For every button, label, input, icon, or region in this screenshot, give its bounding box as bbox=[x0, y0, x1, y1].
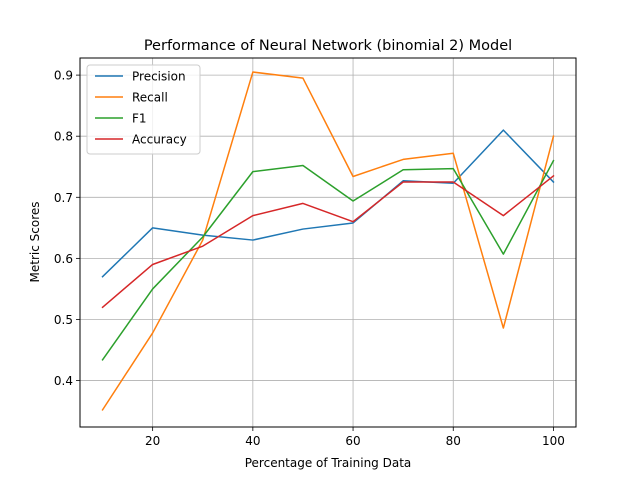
series-line-precision bbox=[101, 129, 555, 278]
x-tick-label: 80 bbox=[446, 434, 461, 448]
y-tick-label: 0.4 bbox=[54, 374, 73, 388]
series-line-f1 bbox=[101, 159, 555, 361]
legend: Precision Recall F1 Accuracy bbox=[86, 64, 201, 155]
y-tick-label: 0.9 bbox=[54, 69, 73, 83]
chart-title: Performance of Neural Network (binomial … bbox=[144, 38, 512, 54]
x-tick-label: 40 bbox=[245, 434, 260, 448]
x-tick-label: 20 bbox=[145, 434, 160, 448]
series-line-accuracy bbox=[101, 174, 555, 309]
x-tick-label: 60 bbox=[345, 434, 360, 448]
legend-box bbox=[86, 64, 201, 155]
legend-label-recall: Recall bbox=[132, 91, 168, 105]
axis-ticks: 20 40 60 80 100 0.4 0.5 0.6 0.7 0.8 0.9 bbox=[54, 69, 565, 448]
series-line-recall bbox=[101, 71, 555, 411]
legend-label-accuracy: Accuracy bbox=[132, 133, 187, 147]
y-tick-label: 0.6 bbox=[54, 252, 73, 266]
series-layer bbox=[101, 71, 555, 411]
legend-label-precision: Precision bbox=[132, 70, 186, 84]
x-axis-label: Percentage of Training Data bbox=[245, 456, 412, 470]
x-tick-label: 100 bbox=[542, 434, 565, 448]
y-tick-label: 0.8 bbox=[54, 130, 73, 144]
y-axis-label: Metric Scores bbox=[28, 202, 42, 283]
y-tick-label: 0.7 bbox=[54, 191, 73, 205]
legend-label-f1: F1 bbox=[132, 112, 147, 126]
plot-frame bbox=[79, 57, 577, 428]
y-tick-label: 0.5 bbox=[54, 313, 73, 327]
